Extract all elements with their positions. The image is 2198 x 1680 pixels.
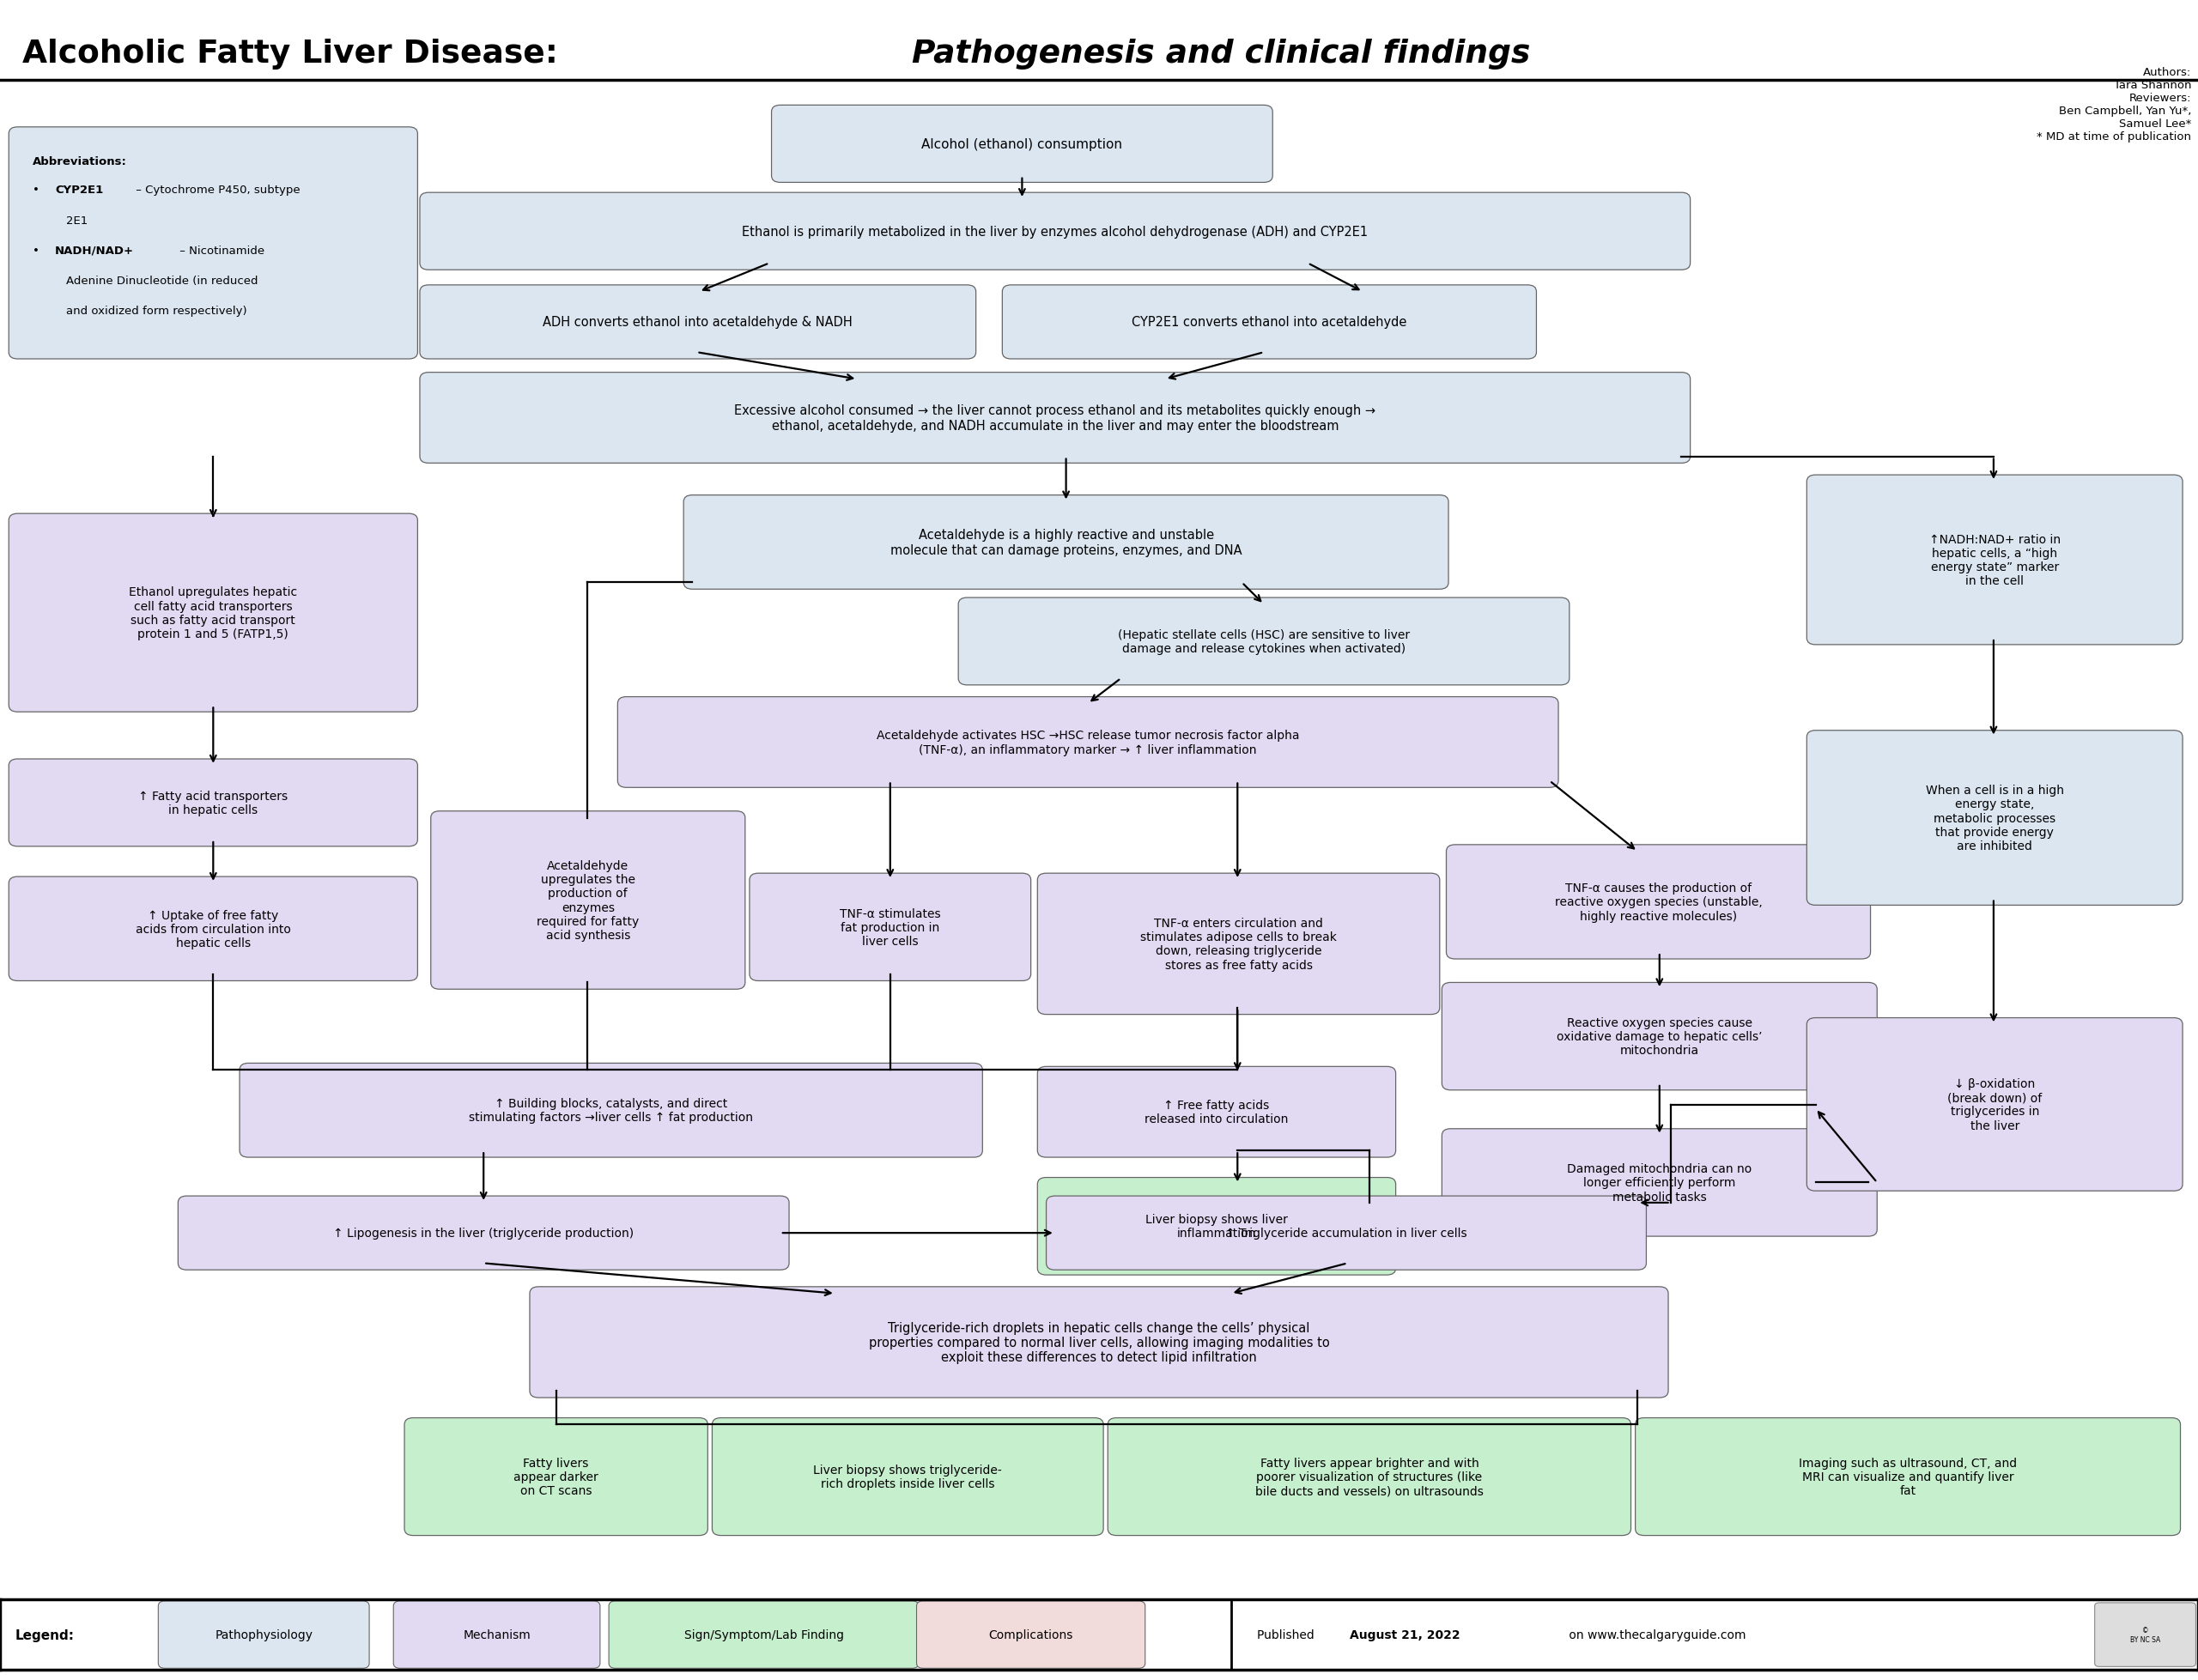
Text: – Nicotinamide: – Nicotinamide bbox=[176, 245, 264, 257]
FancyBboxPatch shape bbox=[618, 697, 1558, 788]
FancyBboxPatch shape bbox=[1442, 1129, 1877, 1236]
FancyBboxPatch shape bbox=[1046, 1196, 1646, 1270]
FancyBboxPatch shape bbox=[420, 373, 1690, 464]
FancyBboxPatch shape bbox=[1108, 1418, 1631, 1536]
Text: 2E1: 2E1 bbox=[66, 215, 88, 227]
FancyBboxPatch shape bbox=[1635, 1418, 2180, 1536]
Text: NADH/NAD+: NADH/NAD+ bbox=[55, 245, 134, 257]
Text: Fatty livers
appear darker
on CT scans: Fatty livers appear darker on CT scans bbox=[514, 1457, 598, 1497]
FancyBboxPatch shape bbox=[1807, 475, 2183, 645]
FancyBboxPatch shape bbox=[240, 1063, 983, 1158]
Text: TNF-α stimulates
fat production in
liver cells: TNF-α stimulates fat production in liver… bbox=[840, 907, 941, 948]
Text: ↑ Fatty acid transporters
in hepatic cells: ↑ Fatty acid transporters in hepatic cel… bbox=[138, 790, 288, 816]
Text: ↑NADH:NAD+ ratio in
hepatic cells, a “high
energy state” marker
in the cell: ↑NADH:NAD+ ratio in hepatic cells, a “hi… bbox=[1930, 534, 2060, 586]
Text: ↑ Lipogenesis in the liver (triglyceride production): ↑ Lipogenesis in the liver (triglyceride… bbox=[334, 1226, 633, 1240]
Text: Authors:
Tara Shannon
Reviewers:
Ben Campbell, Yan Yu*,
Samuel Lee*
* MD at time: Authors: Tara Shannon Reviewers: Ben Cam… bbox=[2038, 67, 2191, 143]
Text: Liver biopsy shows triglyceride-
rich droplets inside liver cells: Liver biopsy shows triglyceride- rich dr… bbox=[813, 1463, 1002, 1490]
FancyBboxPatch shape bbox=[158, 1601, 369, 1668]
Text: Abbreviations:: Abbreviations: bbox=[33, 156, 127, 168]
FancyBboxPatch shape bbox=[958, 598, 1569, 685]
FancyBboxPatch shape bbox=[1037, 874, 1440, 1015]
Text: Imaging such as ultrasound, CT, and
MRI can visualize and quantify liver
fat: Imaging such as ultrasound, CT, and MRI … bbox=[1798, 1457, 2018, 1497]
Text: Adenine Dinucleotide (in reduced: Adenine Dinucleotide (in reduced bbox=[66, 276, 257, 287]
Text: ↑ Building blocks, catalysts, and direct
stimulating factors →liver cells ↑ fat : ↑ Building blocks, catalysts, and direct… bbox=[468, 1097, 754, 1124]
Text: ↑ Uptake of free fatty
acids from circulation into
hepatic cells: ↑ Uptake of free fatty acids from circul… bbox=[136, 909, 290, 949]
Text: Reactive oxygen species cause
oxidative damage to hepatic cells’
mitochondria: Reactive oxygen species cause oxidative … bbox=[1556, 1016, 1763, 1057]
FancyBboxPatch shape bbox=[712, 1418, 1103, 1536]
FancyBboxPatch shape bbox=[1037, 1067, 1396, 1158]
Text: ©
BY NC SA: © BY NC SA bbox=[2130, 1626, 2161, 1643]
Text: When a cell is in a high
energy state,
metabolic processes
that provide energy
a: When a cell is in a high energy state, m… bbox=[1925, 785, 2064, 852]
Text: •: • bbox=[33, 245, 44, 257]
Text: Triglyceride-rich droplets in hepatic cells change the cells’ physical
propertie: Triglyceride-rich droplets in hepatic ce… bbox=[868, 1320, 1330, 1364]
FancyBboxPatch shape bbox=[178, 1196, 789, 1270]
Text: and oxidized form respectively): and oxidized form respectively) bbox=[66, 306, 246, 318]
FancyBboxPatch shape bbox=[1807, 731, 2183, 906]
Text: TNF-α enters circulation and
stimulates adipose cells to break
down, releasing t: TNF-α enters circulation and stimulates … bbox=[1141, 917, 1336, 971]
Text: •: • bbox=[33, 185, 44, 197]
FancyBboxPatch shape bbox=[917, 1601, 1145, 1668]
Text: Alcoholic Fatty Liver Disease:: Alcoholic Fatty Liver Disease: bbox=[22, 39, 569, 69]
Text: Acetaldehyde is a highly reactive and unstable
molecule that can damage proteins: Acetaldehyde is a highly reactive and un… bbox=[890, 529, 1242, 556]
Text: – Cytochrome P450, subtype: – Cytochrome P450, subtype bbox=[132, 185, 299, 197]
FancyBboxPatch shape bbox=[9, 759, 418, 847]
FancyBboxPatch shape bbox=[2095, 1603, 2196, 1667]
FancyBboxPatch shape bbox=[1442, 983, 1877, 1090]
Text: Fatty livers appear brighter and with
poorer visualization of structures (like
b: Fatty livers appear brighter and with po… bbox=[1255, 1457, 1484, 1497]
FancyBboxPatch shape bbox=[420, 193, 1690, 270]
Text: CYP2E1: CYP2E1 bbox=[55, 185, 103, 197]
Text: Acetaldehyde activates HSC →HSC release tumor necrosis factor alpha
(TNF-α), an : Acetaldehyde activates HSC →HSC release … bbox=[877, 729, 1299, 756]
FancyBboxPatch shape bbox=[9, 128, 418, 360]
FancyBboxPatch shape bbox=[404, 1418, 708, 1536]
FancyBboxPatch shape bbox=[684, 496, 1448, 590]
Text: TNF-α causes the production of
reactive oxygen species (unstable,
highly reactiv: TNF-α causes the production of reactive … bbox=[1554, 882, 1763, 922]
FancyBboxPatch shape bbox=[750, 874, 1031, 981]
Text: Mechanism: Mechanism bbox=[464, 1628, 530, 1641]
Text: Pathophysiology: Pathophysiology bbox=[215, 1628, 312, 1641]
FancyBboxPatch shape bbox=[771, 106, 1273, 183]
Text: (Hepatic stellate cells (HSC) are sensitive to liver
damage and release cytokine: (Hepatic stellate cells (HSC) are sensit… bbox=[1119, 628, 1409, 655]
FancyBboxPatch shape bbox=[530, 1287, 1668, 1398]
FancyBboxPatch shape bbox=[9, 877, 418, 981]
Text: ADH converts ethanol into acetaldehyde & NADH: ADH converts ethanol into acetaldehyde &… bbox=[543, 316, 853, 329]
Text: August 21, 2022: August 21, 2022 bbox=[1350, 1628, 1459, 1641]
Text: Complications: Complications bbox=[989, 1628, 1073, 1641]
FancyBboxPatch shape bbox=[1446, 845, 1870, 959]
FancyBboxPatch shape bbox=[609, 1601, 919, 1668]
FancyBboxPatch shape bbox=[1002, 286, 1536, 360]
Text: on www.thecalgaryguide.com: on www.thecalgaryguide.com bbox=[1565, 1628, 1745, 1641]
Text: ↑ Triglyceride accumulation in liver cells: ↑ Triglyceride accumulation in liver cel… bbox=[1224, 1226, 1468, 1240]
Text: Pathogenesis and clinical findings: Pathogenesis and clinical findings bbox=[912, 39, 1530, 69]
Text: Ethanol is primarily metabolized in the liver by enzymes alcohol dehydrogenase (: Ethanol is primarily metabolized in the … bbox=[743, 225, 1367, 239]
Text: Excessive alcohol consumed → the liver cannot process ethanol and its metabolite: Excessive alcohol consumed → the liver c… bbox=[734, 405, 1376, 432]
Text: Alcohol (ethanol) consumption: Alcohol (ethanol) consumption bbox=[921, 138, 1123, 151]
FancyBboxPatch shape bbox=[1807, 1018, 2183, 1191]
Text: Published: Published bbox=[1257, 1628, 1319, 1641]
FancyBboxPatch shape bbox=[431, 811, 745, 990]
Text: Sign/Symptom/Lab Finding: Sign/Symptom/Lab Finding bbox=[684, 1628, 844, 1641]
Text: Liver biopsy shows liver
inflammation: Liver biopsy shows liver inflammation bbox=[1145, 1213, 1288, 1240]
FancyBboxPatch shape bbox=[393, 1601, 600, 1668]
Text: CYP2E1 converts ethanol into acetaldehyde: CYP2E1 converts ethanol into acetaldehyd… bbox=[1132, 316, 1407, 329]
Text: Acetaldehyde
upregulates the
production of
enzymes
required for fatty
acid synth: Acetaldehyde upregulates the production … bbox=[536, 860, 640, 941]
Text: ↓ β-oxidation
(break down) of
triglycerides in
the liver: ↓ β-oxidation (break down) of triglyceri… bbox=[1947, 1079, 2042, 1131]
Text: Ethanol upregulates hepatic
cell fatty acid transporters
such as fatty acid tran: Ethanol upregulates hepatic cell fatty a… bbox=[130, 586, 297, 640]
Text: ↑ Free fatty acids
released into circulation: ↑ Free fatty acids released into circula… bbox=[1145, 1099, 1288, 1126]
FancyBboxPatch shape bbox=[420, 286, 976, 360]
Text: Damaged mitochondria can no
longer efficiently perform
metabolic tasks: Damaged mitochondria can no longer effic… bbox=[1567, 1163, 1752, 1203]
FancyBboxPatch shape bbox=[1037, 1178, 1396, 1275]
FancyBboxPatch shape bbox=[9, 514, 418, 712]
Text: Legend:: Legend: bbox=[15, 1628, 75, 1641]
